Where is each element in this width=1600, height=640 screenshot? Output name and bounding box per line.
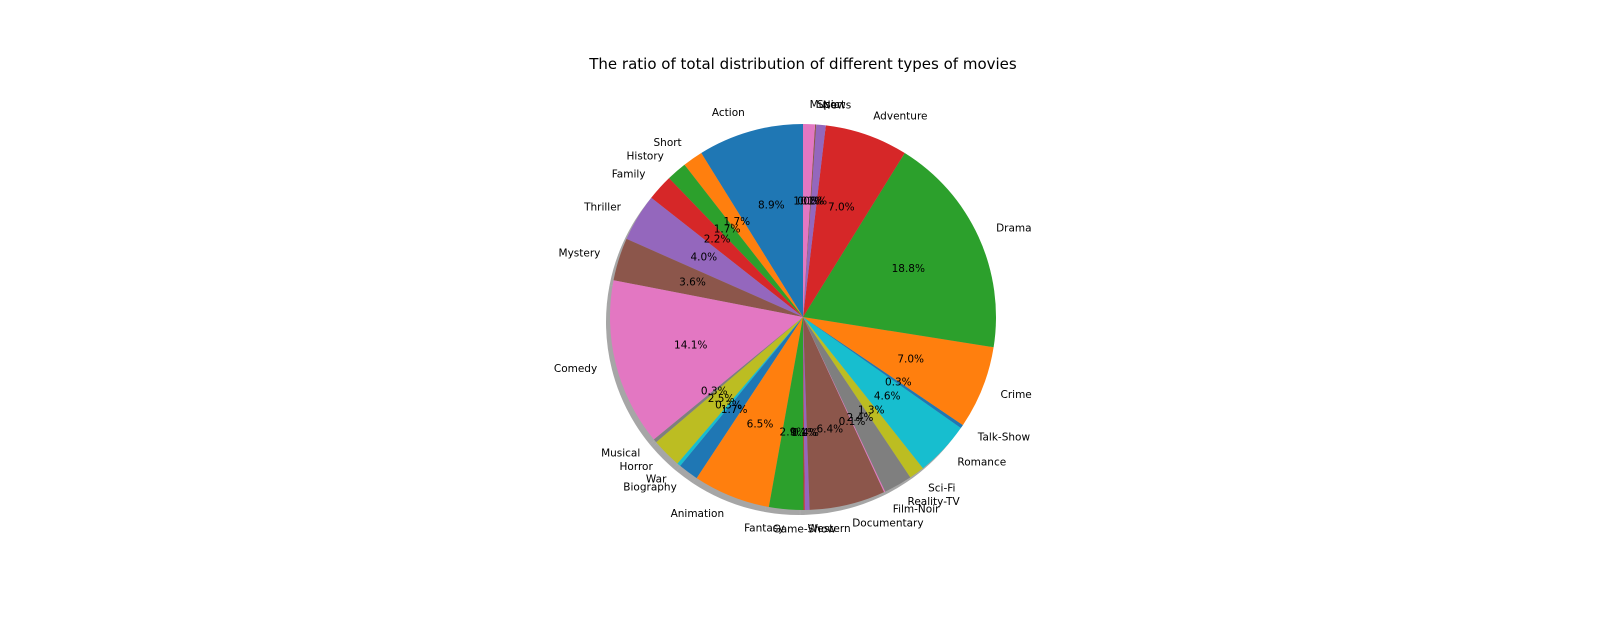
pie-category-label-mystery: Mystery <box>559 247 601 259</box>
pie-category-label-war: War <box>646 474 667 486</box>
pie-category-label-news: News <box>823 100 851 112</box>
pie-category-label-animation: Animation <box>671 508 725 520</box>
pie-slice-music <box>803 124 816 317</box>
pie-category-labels: Action Short History Family Thriller Mystery C… <box>554 99 1032 535</box>
pie-category-label-documentary: Documentary <box>852 518 923 530</box>
pie-slice-history <box>669 164 803 317</box>
pie-category-label-talk-show: Talk-Show <box>977 432 1031 444</box>
pie-category-label-crime: Crime <box>1001 389 1032 401</box>
pie-pct-label-game-show: 0.1% <box>790 427 817 439</box>
pie-category-label-adventure: Adventure <box>873 111 927 123</box>
pie-category-label-music: Music <box>810 99 840 111</box>
pie-slice-adventure <box>803 125 905 317</box>
pie-pct-label-news: 0.8% <box>800 196 827 208</box>
pie-slice-biography <box>680 317 803 479</box>
pie-pct-label-musical: 0.3% <box>701 385 728 397</box>
pie-slice-news <box>803 124 826 317</box>
pie-slice-horror <box>656 317 803 464</box>
pie-pct-label-family: 2.2% <box>704 233 731 245</box>
pie-pct-label-fantasy: 2.9% <box>780 426 807 438</box>
pie-category-label-fantasy: Fantasy <box>744 523 784 535</box>
pie-pct-label-western: 0.4% <box>792 427 819 439</box>
pie-pct-label-action: 8.9% <box>758 200 785 212</box>
pie-slice-documentary <box>803 317 885 510</box>
pie-category-label-horror: Horror <box>620 461 654 473</box>
pie-category-label-family: Family <box>612 169 646 181</box>
pie-category-label-romance: Romance <box>957 457 1006 469</box>
pie-category-label-sport: Sport <box>817 99 845 111</box>
pie-slice-talk-show <box>803 317 963 429</box>
pie-category-label-sci-fi: Sci-Fi <box>928 483 955 495</box>
pie-pct-label-documentary: 6.4% <box>816 424 843 436</box>
pie-pct-label-animation: 6.5% <box>747 419 774 431</box>
pie-slice-thriller <box>626 197 803 317</box>
pie-category-label-game-show: Game-Show <box>773 523 837 535</box>
pie-pct-label-horror: 2.5% <box>708 393 735 405</box>
pie-slice-sci-fi <box>803 317 923 478</box>
pie-category-label-history: History <box>627 151 664 163</box>
pie-category-label-film-noir: Film-Noir <box>893 503 940 515</box>
pie-slices <box>609 124 997 511</box>
pie-pct-label-war: 0.3% <box>715 400 742 412</box>
pie-pct-label-crime: 7.0% <box>897 354 924 366</box>
pie-slice-western <box>803 317 810 510</box>
pie-slice-drama <box>803 153 997 348</box>
pie-pct-label-history: 1.7% <box>714 224 741 236</box>
pie-category-label-action: Action <box>712 107 745 119</box>
pie-slice-musical <box>653 317 803 443</box>
pie-slice-crime <box>803 317 994 426</box>
pie-pct-label-thriller: 4.0% <box>690 251 717 263</box>
pie-pct-label-talk-show: 0.3% <box>885 377 912 389</box>
pie-slice-war <box>677 317 803 466</box>
pie-category-label-drama: Drama <box>996 223 1032 235</box>
pie-category-label-biography: Biography <box>623 482 677 494</box>
pie-pct-label-film-noir: 0.1% <box>839 416 866 428</box>
pie-pct-label-drama: 18.8% <box>892 263 925 275</box>
pie-category-label-thriller: Thriller <box>583 202 622 214</box>
pie-category-label-musical: Musical <box>601 447 640 459</box>
pie-pct-label-sci-fi: 1.3% <box>858 405 885 417</box>
pie-pct-label-sport: 0.1% <box>797 195 824 207</box>
pie-category-label-reality-tv: Reality-TV <box>908 496 961 508</box>
pie-pct-label-adventure: 7.0% <box>828 202 855 214</box>
chart-title: The ratio of total distribution of diffe… <box>588 55 1017 73</box>
pie-category-label-western: Western <box>808 523 851 535</box>
pie-slice-game-show <box>803 317 805 510</box>
pie-pct-label-comedy: 14.1% <box>674 339 707 351</box>
pie-pct-label-biography: 1.7% <box>721 404 748 416</box>
pie-slice-fantasy <box>768 317 804 511</box>
pie-pct-label-romance: 4.6% <box>874 391 901 403</box>
pie-slice-mystery <box>613 238 803 317</box>
pie-slice-family <box>651 178 803 317</box>
pie-category-label-short: Short <box>654 137 682 149</box>
pie-slice-reality-tv <box>803 317 911 492</box>
pie-pct-label-music: 1.0% <box>793 195 820 207</box>
pie-slice-animation <box>696 317 803 507</box>
pie-slice-film-noir <box>803 317 886 493</box>
pie-pct-label-mystery: 3.6% <box>679 276 706 288</box>
pie-category-label-comedy: Comedy <box>554 363 597 375</box>
pie-slice-comedy <box>609 280 803 440</box>
pie-pct-label-reality-tv: 2.4% <box>847 412 874 424</box>
pie-slice-romance <box>803 317 961 469</box>
pie-pct-label-short: 1.7% <box>723 216 750 228</box>
pie-slice-short <box>684 153 803 317</box>
pie-slice-sport <box>803 124 817 317</box>
pie-slice-action <box>701 124 803 317</box>
pie-percent-labels: 8.9%1.7%1.7%2.2%4.0%3.6%14.1%0.3%2.5%0.3… <box>674 195 925 438</box>
